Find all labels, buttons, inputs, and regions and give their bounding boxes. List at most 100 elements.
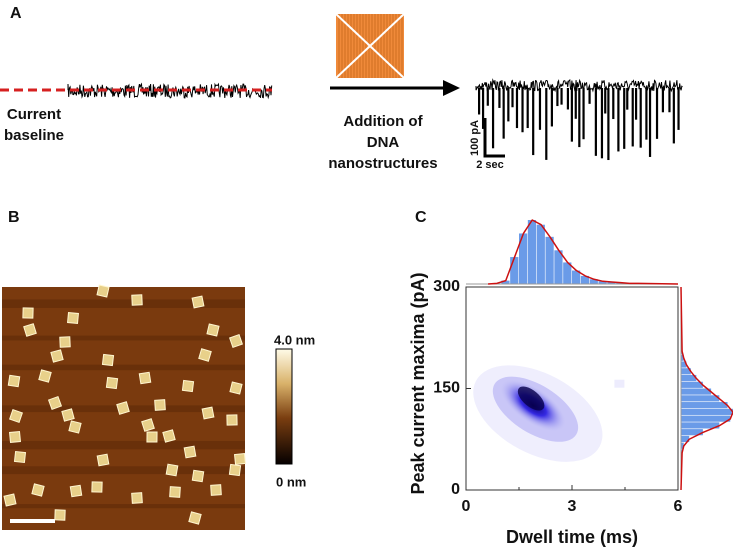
y-hist-bar [681, 402, 728, 409]
nanostructure [229, 381, 243, 395]
spike [511, 88, 514, 108]
nanostructure [181, 379, 195, 393]
nanostructure [146, 431, 158, 443]
spike [515, 88, 519, 129]
nanostructure [210, 484, 222, 496]
spike [570, 88, 573, 142]
afm-stripe [2, 504, 245, 509]
y-tick-label: 0 [451, 481, 460, 498]
afm-stripe [2, 364, 245, 371]
density-spot [614, 379, 625, 388]
x-axis-label: Dwell time (ms) [506, 527, 638, 547]
scale-x-label: 2 sec [476, 159, 504, 171]
x-tick-label: 0 [462, 498, 471, 515]
nanostructure [50, 349, 64, 363]
x-hist-bar [598, 281, 607, 284]
spike [478, 88, 481, 115]
spike [639, 88, 642, 148]
spike [677, 88, 680, 130]
nanostructure [22, 307, 34, 319]
nanostructure [23, 323, 37, 337]
nanostructure [7, 374, 21, 388]
spike [594, 88, 597, 156]
spike [481, 88, 485, 129]
spike [607, 88, 610, 161]
spike [634, 88, 638, 120]
spike [661, 88, 665, 113]
colorbar-max: 4.0 nm [274, 332, 315, 347]
nanostructure [8, 430, 22, 444]
afm-stripe [2, 299, 245, 308]
nanostructure [131, 294, 143, 306]
addition-label: Addition of [343, 113, 423, 130]
nanostructure [201, 406, 215, 420]
y-hist-bar [681, 388, 712, 395]
spike [604, 88, 607, 114]
nanostructure [69, 484, 83, 498]
nanostructure [206, 323, 220, 337]
panel-label: A [10, 5, 22, 22]
nanostructure [198, 348, 212, 362]
x-hist-bar [572, 270, 581, 284]
spike [560, 88, 563, 105]
noise [67, 82, 273, 100]
chart: 0 3 6 0 150 300 Dwell time (ms) Peak current ma… [408, 219, 733, 547]
nanostructure [13, 450, 27, 464]
y-hist-bar [681, 408, 733, 415]
event-trace [475, 78, 683, 161]
density-peak [517, 386, 545, 411]
nanostructure [191, 295, 205, 309]
spike [623, 88, 626, 149]
x-hist-bar [554, 250, 563, 284]
y-tick-label: 150 [433, 380, 460, 397]
colorbar-min: 0 nm [276, 474, 306, 489]
x-hist-bar [563, 262, 572, 284]
scale-y-label: 100 pA [469, 120, 481, 156]
afm-stripe [2, 440, 245, 450]
spike [668, 88, 671, 113]
afm-features [2, 284, 247, 525]
spike [556, 88, 559, 107]
nanostructure [96, 284, 110, 298]
spike [672, 88, 675, 144]
nanostructure [116, 401, 130, 415]
baseline-label: Current [7, 106, 61, 123]
spike [532, 88, 535, 156]
spike [655, 88, 659, 139]
y-hist-bar [681, 429, 703, 436]
afm-stripe [2, 335, 245, 341]
nanostructure [165, 463, 179, 477]
spike [526, 88, 529, 129]
spike [507, 88, 510, 122]
y-hist-bar [681, 381, 703, 388]
x-hist-bar [589, 279, 598, 284]
spike [486, 88, 489, 106]
nanostructure [191, 469, 205, 483]
spike [588, 88, 591, 104]
addition-label: DNA [367, 134, 400, 151]
spike [574, 88, 577, 119]
x-hist-bar [580, 275, 590, 284]
nanostructure [105, 376, 119, 390]
spike [648, 88, 652, 157]
spike [645, 88, 648, 140]
y-axis-label: Peak current maxima (pA) [408, 272, 428, 494]
spike [498, 88, 501, 108]
spike [566, 88, 570, 110]
y-hist-bar [681, 422, 720, 429]
nanostructure [9, 409, 23, 423]
nanostructure [47, 395, 63, 411]
x-hist-bar [510, 257, 519, 284]
y-hist-bar [681, 354, 684, 361]
nanostructure [226, 414, 238, 426]
panel-label: C [415, 209, 427, 226]
y-hist-bar [681, 374, 697, 382]
x-hist-bar [501, 280, 510, 284]
nanostructure [188, 511, 202, 525]
spike [617, 88, 620, 152]
x-fit [488, 219, 679, 285]
nanostructure [141, 418, 155, 432]
nanostructure [67, 312, 79, 324]
nanostructure [3, 493, 17, 507]
